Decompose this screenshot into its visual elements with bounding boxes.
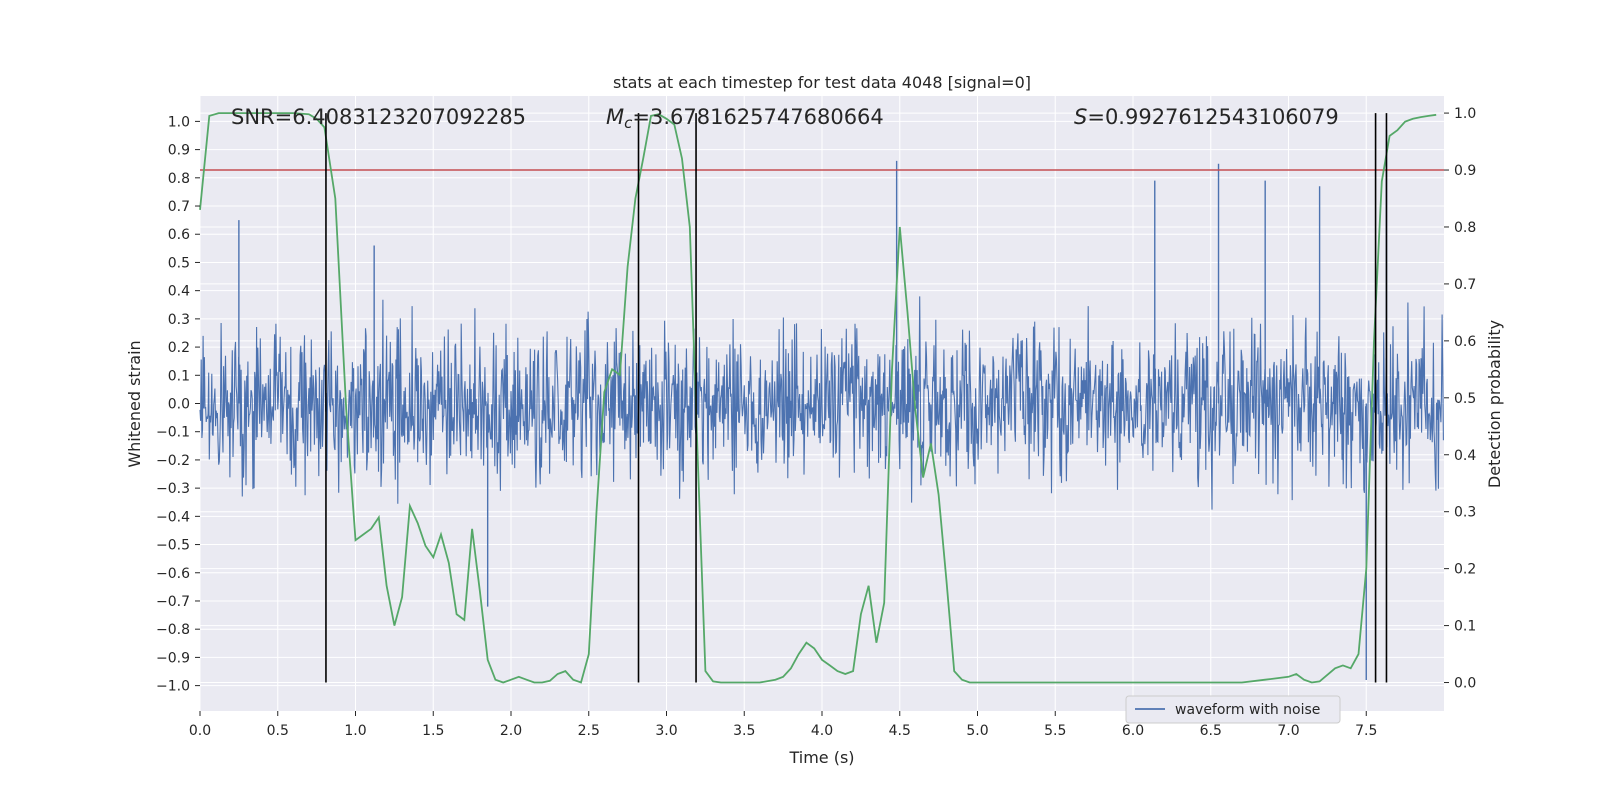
x-tick-label: 1.0 — [344, 723, 366, 739]
x-tick-label: 4.5 — [889, 723, 911, 739]
chirp-mass-symbol: M — [606, 105, 624, 129]
y-axis-label: Whitened strain — [125, 340, 144, 467]
y-right-tick-label: 0.7 — [1454, 277, 1476, 293]
y-right-tick-label: 0.9 — [1454, 163, 1476, 179]
x-tick-label: 5.5 — [1044, 723, 1066, 739]
y-tick-label: 0.6 — [168, 227, 190, 243]
x-tick-label: 5.0 — [966, 723, 988, 739]
y-right-tick-label: 0.2 — [1454, 562, 1476, 578]
y-tick-label: 0.0 — [168, 397, 190, 413]
waveform-line — [199, 296, 1444, 510]
y-right-tick-label: 0.3 — [1454, 505, 1476, 521]
y-tick-label: −0.6 — [156, 566, 190, 582]
x-tick-label: 0.0 — [189, 723, 211, 739]
x-tick-label: 3.0 — [655, 723, 677, 739]
y-tick-label: −0.4 — [156, 509, 190, 525]
chirp-mass-value: =3.6781625747680664 — [632, 105, 883, 129]
y-tick-label: 0.5 — [168, 255, 190, 271]
legend: waveform with noise — [1125, 695, 1341, 724]
y-tick-label: −0.9 — [156, 650, 190, 666]
y-axis-right-label: Detection probability — [1485, 320, 1504, 488]
y-right-tick-label: 0.5 — [1454, 391, 1476, 407]
y-tick-label: 0.3 — [168, 312, 190, 328]
y-tick-label: −0.3 — [156, 481, 190, 497]
x-tick-label: 6.5 — [1200, 723, 1222, 739]
y-tick-label: 0.9 — [168, 143, 190, 159]
snr-annotation: SNR=6.4083123207092285 — [231, 105, 526, 129]
y-right-tick-label: 1.0 — [1454, 106, 1476, 122]
legend-label: waveform with noise — [1175, 702, 1320, 718]
x-tick-label: 3.5 — [733, 723, 755, 739]
y-tick-label: −0.7 — [156, 594, 190, 610]
y-tick-label: −0.5 — [156, 538, 190, 554]
x-tick-label: 7.5 — [1355, 723, 1377, 739]
x-tick-label: 6.0 — [1122, 723, 1144, 739]
y-tick-label: −0.8 — [156, 622, 190, 638]
score-symbol: S — [1074, 105, 1087, 129]
chart-title: stats at each timestep for test data 404… — [613, 73, 1031, 92]
y-tick-label: 0.1 — [168, 368, 190, 384]
x-tick-label: 2.0 — [500, 723, 522, 739]
y-tick-label: 1.0 — [168, 114, 190, 130]
y-tick-label: −0.1 — [156, 425, 190, 441]
y-axis-left-ticks: 1.0 0.9 0.8 0.7 0.6 0.5 0.4 0.3 0.2 0.1 0.0 −0.1 −0.… — [156, 114, 200, 695]
y-tick-label: 0.2 — [168, 340, 190, 356]
y-right-tick-label: 0.1 — [1454, 619, 1476, 635]
x-tick-label: 1.5 — [422, 723, 444, 739]
x-axis-label: Time (s) — [788, 748, 854, 767]
chirp-mass-annotation: Mc=3.6781625747680664 — [606, 105, 884, 132]
x-tick-label: 4.0 — [811, 723, 833, 739]
y-right-tick-label: 0.4 — [1454, 448, 1476, 464]
y-tick-label: 0.8 — [168, 171, 190, 187]
x-tick-label: 7.0 — [1277, 723, 1299, 739]
y-tick-label: 0.4 — [168, 284, 190, 300]
x-tick-label: 2.5 — [578, 723, 600, 739]
detection-probability-series — [199, 112, 1437, 684]
score-annotation: S=0.9927612543106079 — [1074, 105, 1339, 129]
y-right-tick-label: 0.6 — [1454, 334, 1476, 350]
detection-probability-line — [199, 112, 1437, 684]
y-right-tick-label: 0.0 — [1454, 676, 1476, 692]
y-tick-label: −1.0 — [156, 679, 190, 695]
legend-box — [1125, 695, 1341, 724]
score-value: =0.9927612543106079 — [1087, 105, 1338, 129]
vertical-markers — [325, 113, 1388, 683]
x-axis-ticks: 0.0 0.5 1.0 1.5 2.0 2.5 3.0 3.5 4.0 4.5 5.0 5.5 6.0 6… — [189, 711, 1377, 739]
chirp-mass-subscript: c — [624, 114, 633, 132]
y-tick-label: −0.2 — [156, 453, 190, 469]
x-tick-label: 0.5 — [267, 723, 289, 739]
y-axis-right-ticks: 1.0 0.9 0.8 0.7 0.6 0.5 0.4 0.3 0.2 0.1 0.0 — [1444, 106, 1476, 692]
y-right-tick-label: 0.8 — [1454, 220, 1476, 236]
y-tick-label: 0.7 — [168, 199, 190, 215]
